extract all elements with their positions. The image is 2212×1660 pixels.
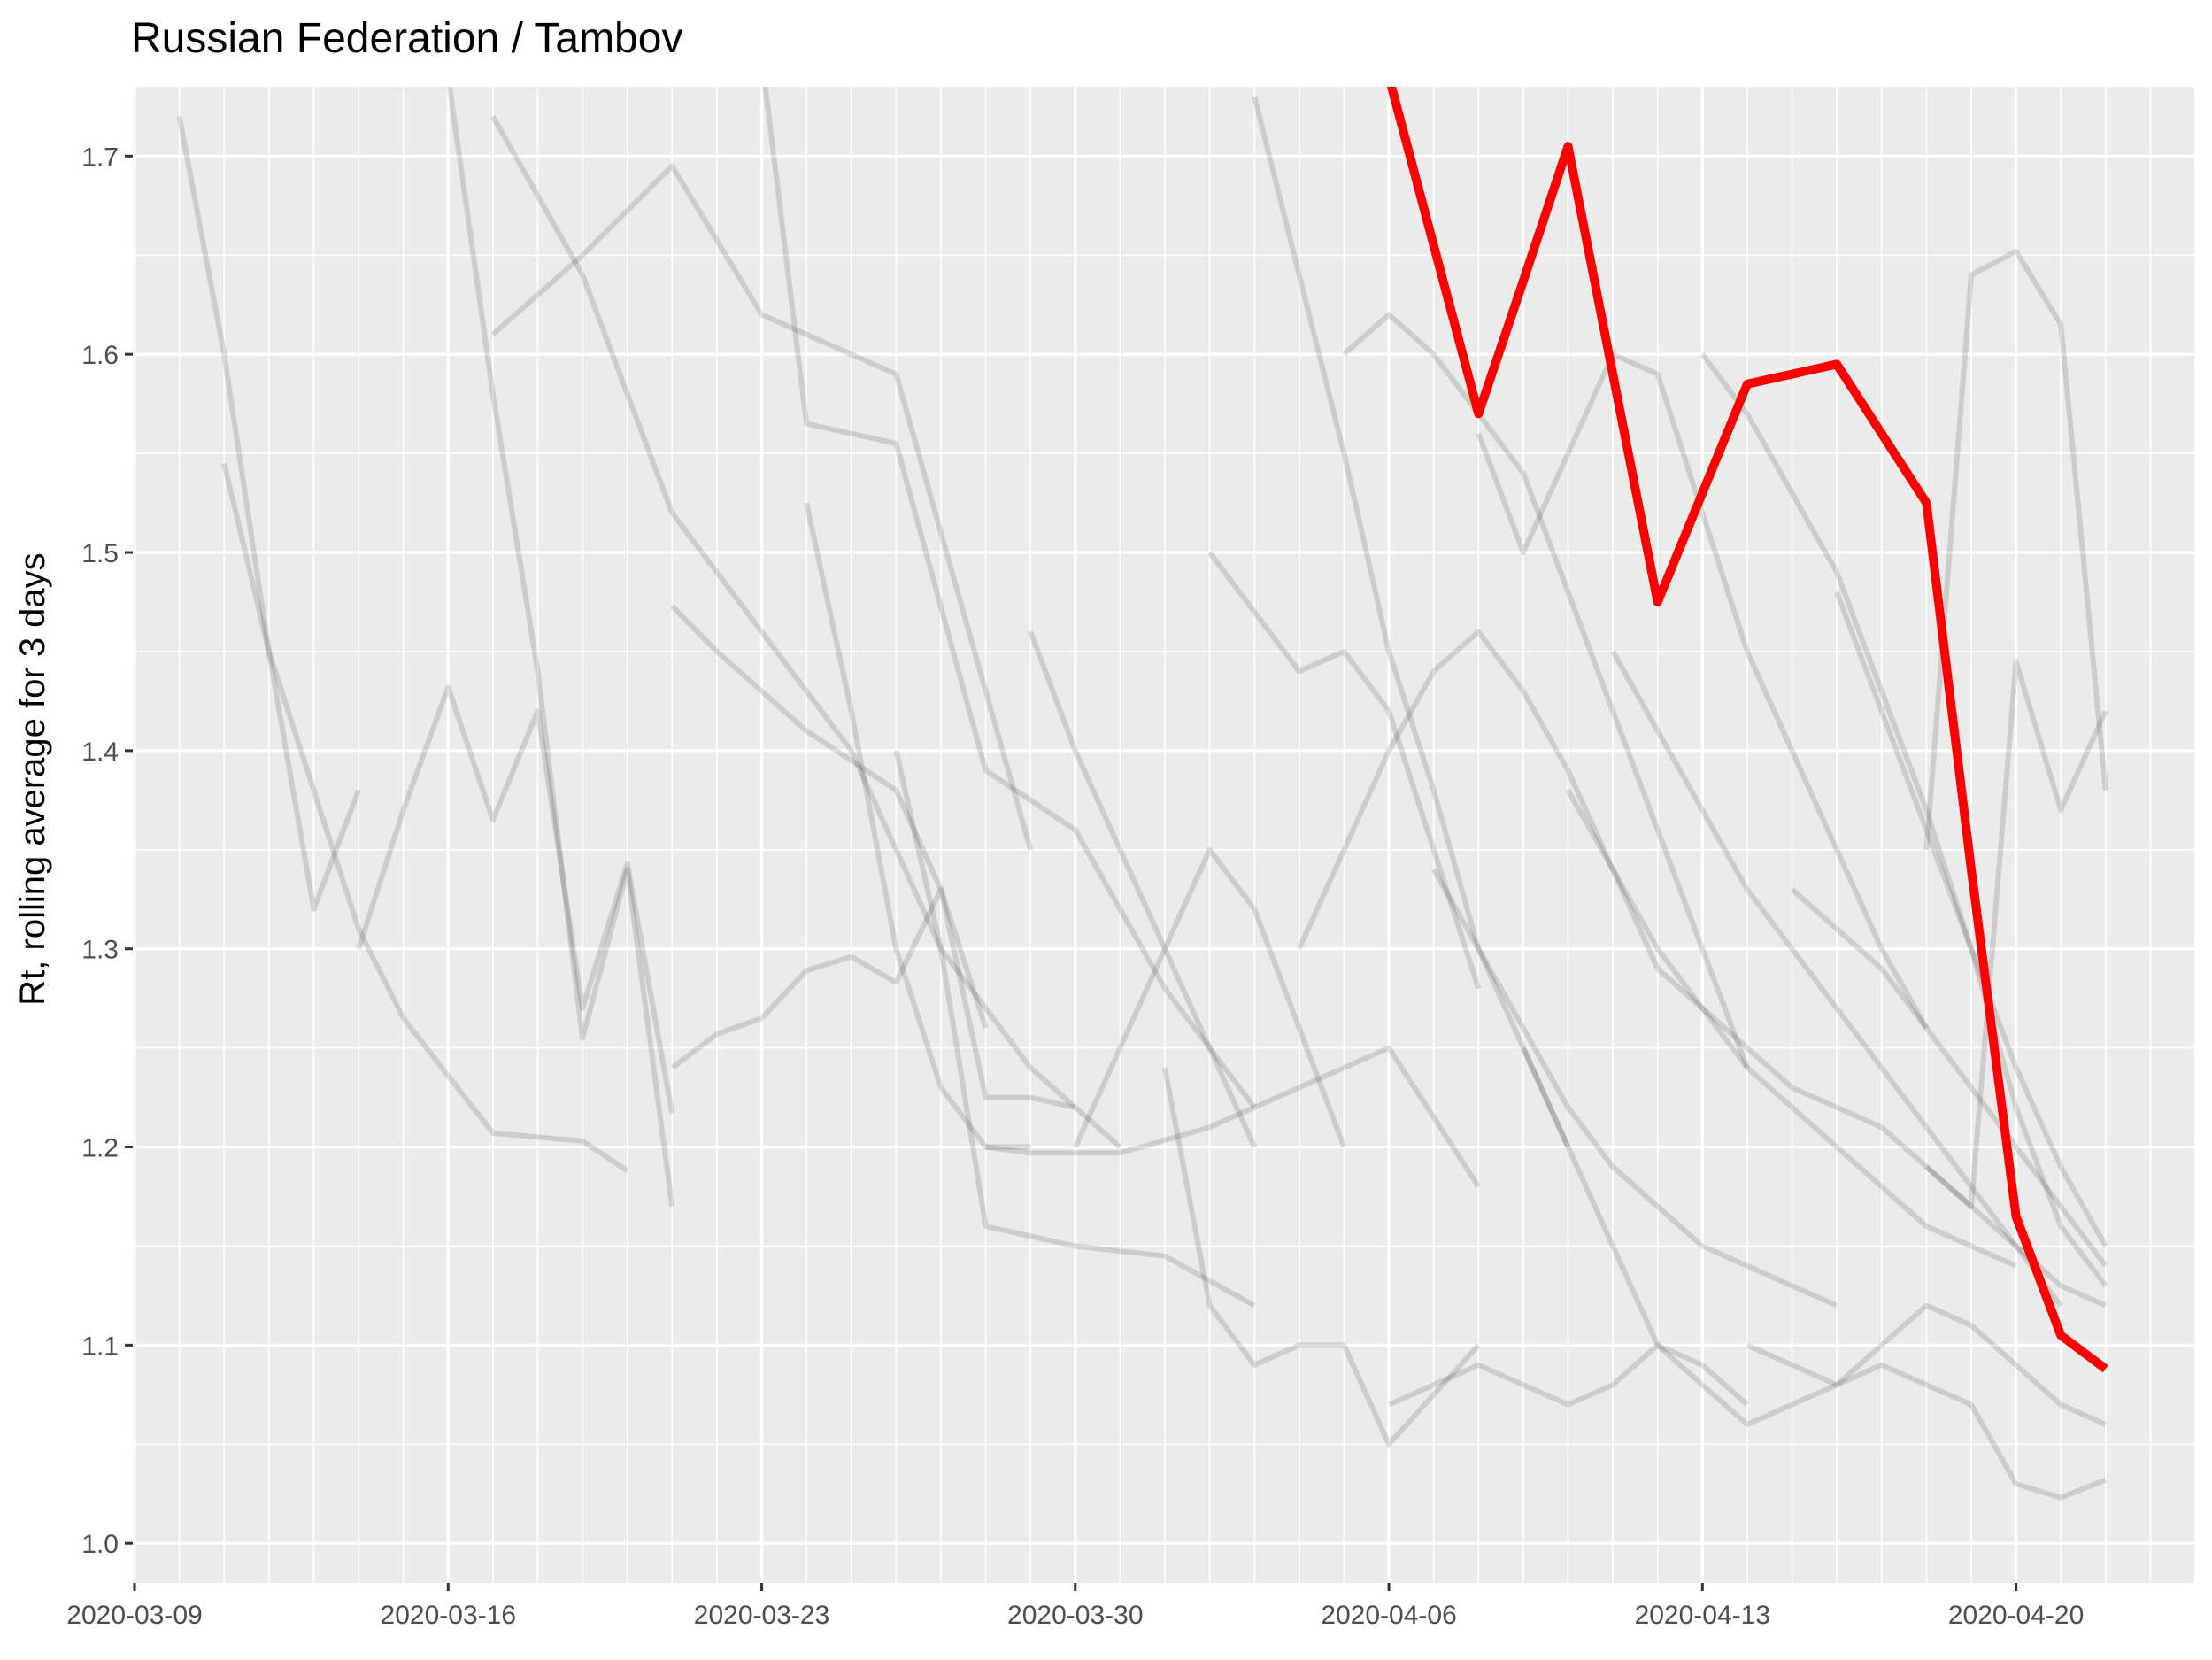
x-tick-label: 2020-04-13	[1635, 1601, 1770, 1630]
background-series-line	[176, 116, 361, 912]
background-series-line	[1746, 1302, 2108, 1427]
background-series-line	[1431, 868, 1838, 1309]
x-tick-label: 2020-03-23	[694, 1601, 829, 1630]
y-axis-label: Rt, rolling average for 3 days	[13, 552, 52, 1005]
background-series-line	[1162, 1067, 1481, 1448]
background-series-line	[1924, 659, 2108, 1209]
y-tick-label: 1.0	[81, 1530, 119, 1559]
highlight-series-group	[1386, 87, 2108, 1373]
background-series-line	[446, 87, 675, 1208]
background-series-line	[1610, 650, 2063, 1308]
y-tick-label: 1.5	[81, 539, 119, 568]
background-series-line	[985, 1045, 1481, 1188]
background-series-line	[1834, 591, 2108, 1247]
background-series-line	[1342, 312, 1750, 1069]
major-gridlines	[133, 87, 2195, 1583]
background-series-line	[893, 750, 1256, 1309]
y-tick-label: 1.4	[81, 737, 119, 767]
background-series-line	[670, 886, 1076, 1110]
y-tick-label: 1.3	[81, 936, 119, 965]
x-tick-label: 2020-03-09	[66, 1601, 202, 1630]
y-tick-label: 1.7	[81, 143, 119, 172]
x-tick-label: 2020-03-16	[381, 1601, 516, 1630]
background-series-group	[176, 87, 2108, 1501]
background-series-line	[490, 163, 1034, 851]
background-series-line	[221, 462, 629, 1173]
y-tick-label: 1.1	[81, 1332, 119, 1361]
background-series-line	[1252, 96, 1571, 1148]
background-series-line	[490, 115, 1122, 1149]
background-series-line	[1521, 1046, 1973, 1427]
x-tick-label: 2020-04-06	[1321, 1601, 1456, 1630]
x-axis: 2020-03-09 2020-03-16 2020-03-23 2020-03-30…	[66, 1583, 2084, 1630]
x-tick-label: 2020-04-20	[1948, 1601, 2084, 1630]
minor-gridlines	[133, 87, 2196, 1583]
plot-panel	[133, 87, 2195, 1583]
background-series-line	[762, 87, 1257, 1109]
background-series-line	[1387, 1342, 1749, 1408]
background-series-line	[670, 604, 989, 1030]
background-series-line	[804, 502, 1031, 1150]
y-tick-label: 1.6	[81, 341, 119, 370]
background-series-line	[1923, 248, 2108, 851]
highlight-series-line	[1386, 87, 2108, 1373]
y-tick-label: 1.2	[81, 1134, 119, 1163]
background-series-line	[1476, 351, 1930, 1030]
background-series-line	[1565, 789, 2017, 1269]
background-series-line	[1969, 1403, 2107, 1501]
background-series-line	[1790, 887, 2108, 1268]
y-axis: 1.0 1.1 1.2 1.3 1.4 1.5 1.6 1.7	[81, 143, 133, 1559]
background-series-line	[1297, 629, 1661, 970]
background-series-line	[1073, 846, 1347, 1148]
background-series-line	[1699, 352, 2108, 1288]
background-series-line	[1207, 551, 1482, 990]
x-tick-label: 2020-03-30	[1007, 1601, 1143, 1630]
background-series-line	[1028, 630, 1257, 1148]
chart-title: Russian Federation / Tambov	[131, 15, 682, 62]
background-series-line	[356, 684, 675, 1115]
